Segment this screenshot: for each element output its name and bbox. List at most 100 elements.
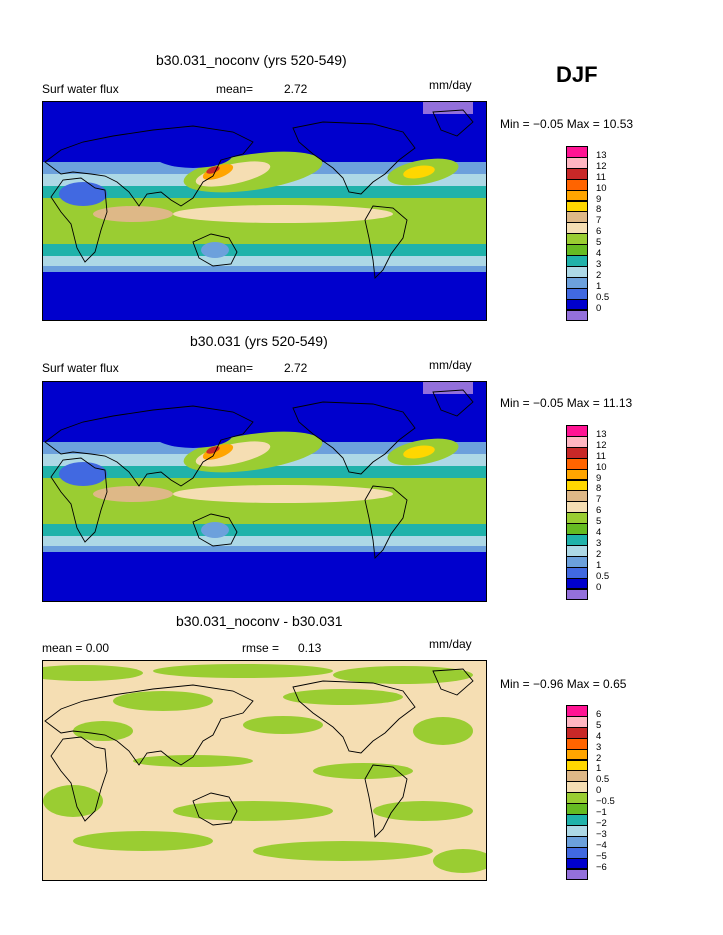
coastline (292, 680, 416, 754)
panel-2-title: b30.031 (yrs 520-549) (190, 333, 328, 349)
field-contour (201, 522, 229, 538)
field-contour (43, 665, 143, 681)
colorbar-label: 3 (596, 741, 602, 753)
colorbar-label: 0 (596, 581, 602, 593)
field-contour (195, 441, 271, 467)
panel-1-min-max: Min = −0.05 Max = 10.53 (500, 117, 634, 131)
field-contour (283, 689, 403, 705)
field-contour (206, 446, 220, 454)
colorbar-label: −1 (596, 807, 607, 818)
colorbar-label: 5 (596, 719, 602, 731)
field-contour (81, 504, 125, 524)
colorbar-label: −6 (596, 861, 607, 873)
field-contour (133, 755, 253, 767)
colorbar-label: 2 (596, 752, 602, 764)
panel-2-map (42, 381, 487, 602)
field-contour (403, 165, 435, 179)
field-contour (93, 486, 173, 502)
panel-1-units: mm/day (429, 78, 472, 92)
panel-1-mean-value: 2.72 (284, 82, 308, 96)
colorbar-label: 1 (596, 559, 602, 571)
panel-1-field-label: Surf water flux (42, 82, 119, 96)
field-contour (43, 785, 103, 817)
field-contour (73, 721, 133, 741)
colorbar-label: 2 (596, 269, 602, 281)
colorbar-label: 7 (596, 494, 602, 506)
field-band (423, 102, 473, 114)
colorbar-label: −0.5 (596, 796, 615, 808)
colorbar-label: 5 (596, 516, 602, 528)
colorbar-label: 1 (596, 280, 602, 292)
coastline (432, 668, 474, 696)
field-contour (201, 242, 229, 258)
colorbar-label: 8 (596, 483, 602, 495)
field-contour (59, 182, 107, 206)
field-contour (202, 444, 234, 460)
coastline (192, 513, 238, 547)
colorbar-label: 4 (596, 730, 602, 742)
field-contour (153, 140, 233, 168)
coastline (432, 109, 474, 137)
colorbar-label: 0.5 (596, 570, 610, 582)
panel-3-mean: mean = 0.00 (42, 641, 110, 655)
colorbar-label: 0 (596, 785, 602, 797)
colorbar-label: 12 (596, 160, 607, 172)
colorbar-label: 4 (596, 527, 602, 538)
field-contour (81, 224, 125, 244)
field-contour (333, 666, 473, 684)
colorbar-label: 5 (596, 237, 602, 249)
coastline (192, 792, 238, 826)
colorbar-label: 11 (596, 450, 606, 462)
panel-3-map (42, 660, 487, 881)
coastline (50, 177, 108, 263)
field-contour (153, 420, 233, 448)
colorbar-label: 12 (596, 439, 607, 451)
panel-3-min-max: Min = −0.96 Max = 0.65 (500, 677, 627, 691)
panel-2-colorbar: 13 12 11 10 9 8 7 6 5 4 3 2 1 0.5 0 (566, 425, 626, 601)
colorbar-label: −2 (596, 817, 607, 829)
field-contour (93, 206, 173, 222)
coastline (432, 389, 474, 417)
coastline (44, 684, 254, 766)
colorbar-label: 6 (596, 226, 602, 238)
panel-2-field-label: Surf water flux (42, 361, 119, 375)
colorbar-label: −4 (596, 839, 607, 851)
field-contour (243, 716, 323, 734)
field-contour (73, 831, 213, 851)
panel-3-rmse-value: 0.13 (298, 641, 322, 655)
colorbar-label: 3 (596, 258, 602, 270)
colorbar-label: 11 (596, 171, 606, 183)
panel-2-mean-label: mean= (216, 361, 254, 375)
colorbar-swatch (566, 868, 588, 881)
field-contour (313, 763, 413, 779)
colorbar-label: 1 (596, 763, 602, 775)
colorbar-label: 6 (596, 708, 602, 720)
panel-2-mean-value: 2.72 (284, 361, 308, 375)
colorbar-label: −5 (596, 850, 607, 862)
field-contour (113, 691, 213, 711)
panel-3-title: b30.031_noconv - b30.031 (176, 613, 343, 629)
colorbar-label: 9 (596, 472, 602, 484)
panel-3-units: mm/day (429, 637, 472, 651)
field-contour (173, 801, 333, 821)
field-contour (403, 445, 435, 459)
panel-2-units: mm/day (429, 358, 472, 372)
coastline (364, 205, 408, 279)
panel-1-colorbar: 13 12 11 10 9 8 7 6 5 4 3 2 1 0.5 0 (566, 146, 626, 322)
panel-1-map (42, 101, 487, 321)
panel-2-min-max: Min = −0.05 Max = 11.13 (500, 396, 633, 410)
field-contour (202, 164, 234, 180)
colorbar-label: 7 (596, 215, 602, 227)
colorbar-label: 0 (596, 302, 602, 314)
colorbar-swatch (566, 588, 588, 601)
coastline (364, 485, 408, 559)
field-contour (173, 485, 393, 503)
field-contour (153, 664, 333, 678)
colorbar-swatch (566, 309, 588, 322)
field-contour (173, 205, 393, 223)
coastline (50, 457, 108, 543)
colorbar-label: 10 (596, 182, 607, 194)
coastline (44, 125, 254, 207)
colorbar-label: 3 (596, 537, 602, 549)
colorbar-label: 6 (596, 505, 602, 517)
